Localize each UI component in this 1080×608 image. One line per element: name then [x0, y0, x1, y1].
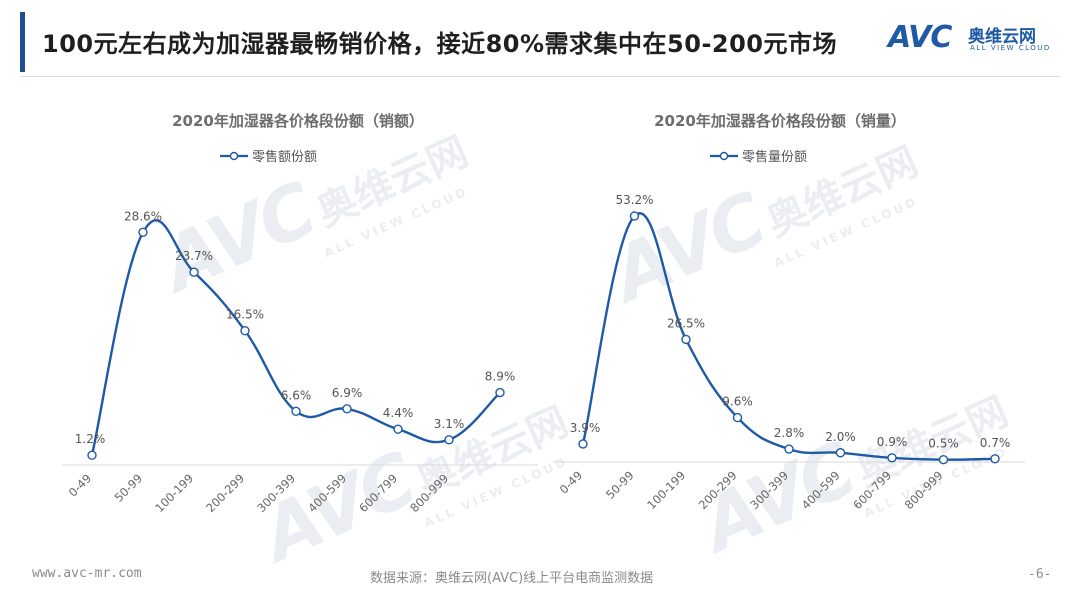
data-point	[138, 227, 148, 237]
data-point	[784, 444, 794, 454]
data-point	[990, 454, 1000, 464]
data-label: 6.6%	[281, 388, 312, 402]
x-tick-label: 800-999	[902, 468, 946, 512]
footer-url: www.avc-mr.com	[32, 566, 142, 581]
logo-english-name: ALL VIEW CLOUD	[970, 44, 1051, 52]
data-label: 0.5%	[928, 437, 959, 451]
data-point	[578, 439, 588, 449]
series-line	[581, 212, 996, 461]
data-label: 28.6%	[124, 209, 162, 223]
data-point	[291, 406, 301, 416]
data-point	[87, 450, 97, 460]
x-tick-label: 400-599	[799, 468, 843, 512]
data-label: 3.9%	[570, 421, 601, 435]
page-number: -6-	[1028, 567, 1052, 582]
data-source-note: 数据来源：奥维云网(AVC)线上平台电商监测数据	[370, 571, 654, 586]
data-point	[835, 448, 846, 458]
data-label: 53.2%	[615, 193, 653, 207]
x-tick-label: 200-299	[696, 468, 740, 512]
data-point	[732, 412, 743, 423]
data-label: 16.5%	[226, 308, 264, 322]
x-tick-label: 0-49	[66, 471, 94, 499]
chart-title: 2020年加湿器各价格段份额（销额）	[172, 112, 424, 130]
page-title: 100元左右成为加湿器最畅销价格，接近80%需求集中在50-200元市场	[42, 30, 837, 58]
data-label: 0.9%	[877, 435, 908, 449]
legend-marker-icon	[719, 151, 729, 161]
legend-label: 零售量份额	[742, 149, 807, 165]
data-label: 3.1%	[434, 417, 465, 431]
x-tick-label: 600-799	[850, 468, 894, 512]
data-label: 6.9%	[332, 386, 363, 400]
x-tick-label: 50-99	[603, 468, 637, 502]
data-point	[393, 424, 403, 434]
x-tick-label: 400-599	[305, 471, 349, 515]
logo-chinese-name: 奥维云网	[968, 27, 1036, 47]
data-point	[342, 404, 352, 414]
data-label: 2.0%	[825, 430, 856, 444]
sales-share-chart: 2020年加湿器各价格段份额（销额） 零售额份额 1.2% 28.6% 23.7% 16.…	[62, 112, 538, 515]
data-label: 8.9%	[485, 370, 516, 384]
x-tick-label: 0-49	[557, 468, 585, 496]
chart-title: 2020年加湿器各价格段份额（销量）	[654, 112, 906, 130]
x-tick-label: 100-199	[644, 468, 688, 512]
data-point	[189, 267, 199, 277]
x-tick-label: 800-999	[407, 471, 451, 515]
data-label: 9.6%	[722, 395, 753, 409]
x-tick-label: 600-799	[356, 471, 400, 515]
data-label: 1.2%	[75, 432, 106, 446]
data-label: 4.4%	[383, 406, 414, 420]
data-point	[681, 334, 691, 345]
header-divider	[20, 76, 1060, 77]
data-point	[887, 453, 897, 463]
legend-label: 零售额份额	[252, 149, 317, 165]
series-line	[90, 219, 501, 456]
x-tick-label: 300-399	[747, 468, 791, 512]
data-label: 23.7%	[175, 249, 213, 263]
data-label: 2.8%	[774, 426, 805, 440]
title-accent-bar	[20, 12, 25, 72]
data-point	[444, 435, 454, 445]
legend-marker-icon	[229, 151, 239, 161]
logo-mark: AVC	[888, 20, 952, 55]
x-tick-label: 200-299	[203, 471, 247, 515]
data-label: 26.5%	[667, 316, 705, 330]
data-point	[240, 326, 250, 336]
volume-share-chart: 2020年加湿器各价格段份额（销量） 零售量份额 3.9% 53.2% 26.5% 9.6…	[553, 112, 1025, 512]
data-point	[495, 387, 505, 398]
data-label: 0.7%	[980, 436, 1011, 450]
avc-logo: AVC 奥维云网 ALL VIEW CLOUD	[888, 20, 1058, 60]
x-tick-label: 300-399	[254, 471, 298, 515]
data-point	[938, 454, 949, 465]
x-tick-label: 50-99	[112, 471, 146, 505]
x-tick-label: 100-199	[152, 471, 196, 515]
data-point	[629, 211, 640, 221]
